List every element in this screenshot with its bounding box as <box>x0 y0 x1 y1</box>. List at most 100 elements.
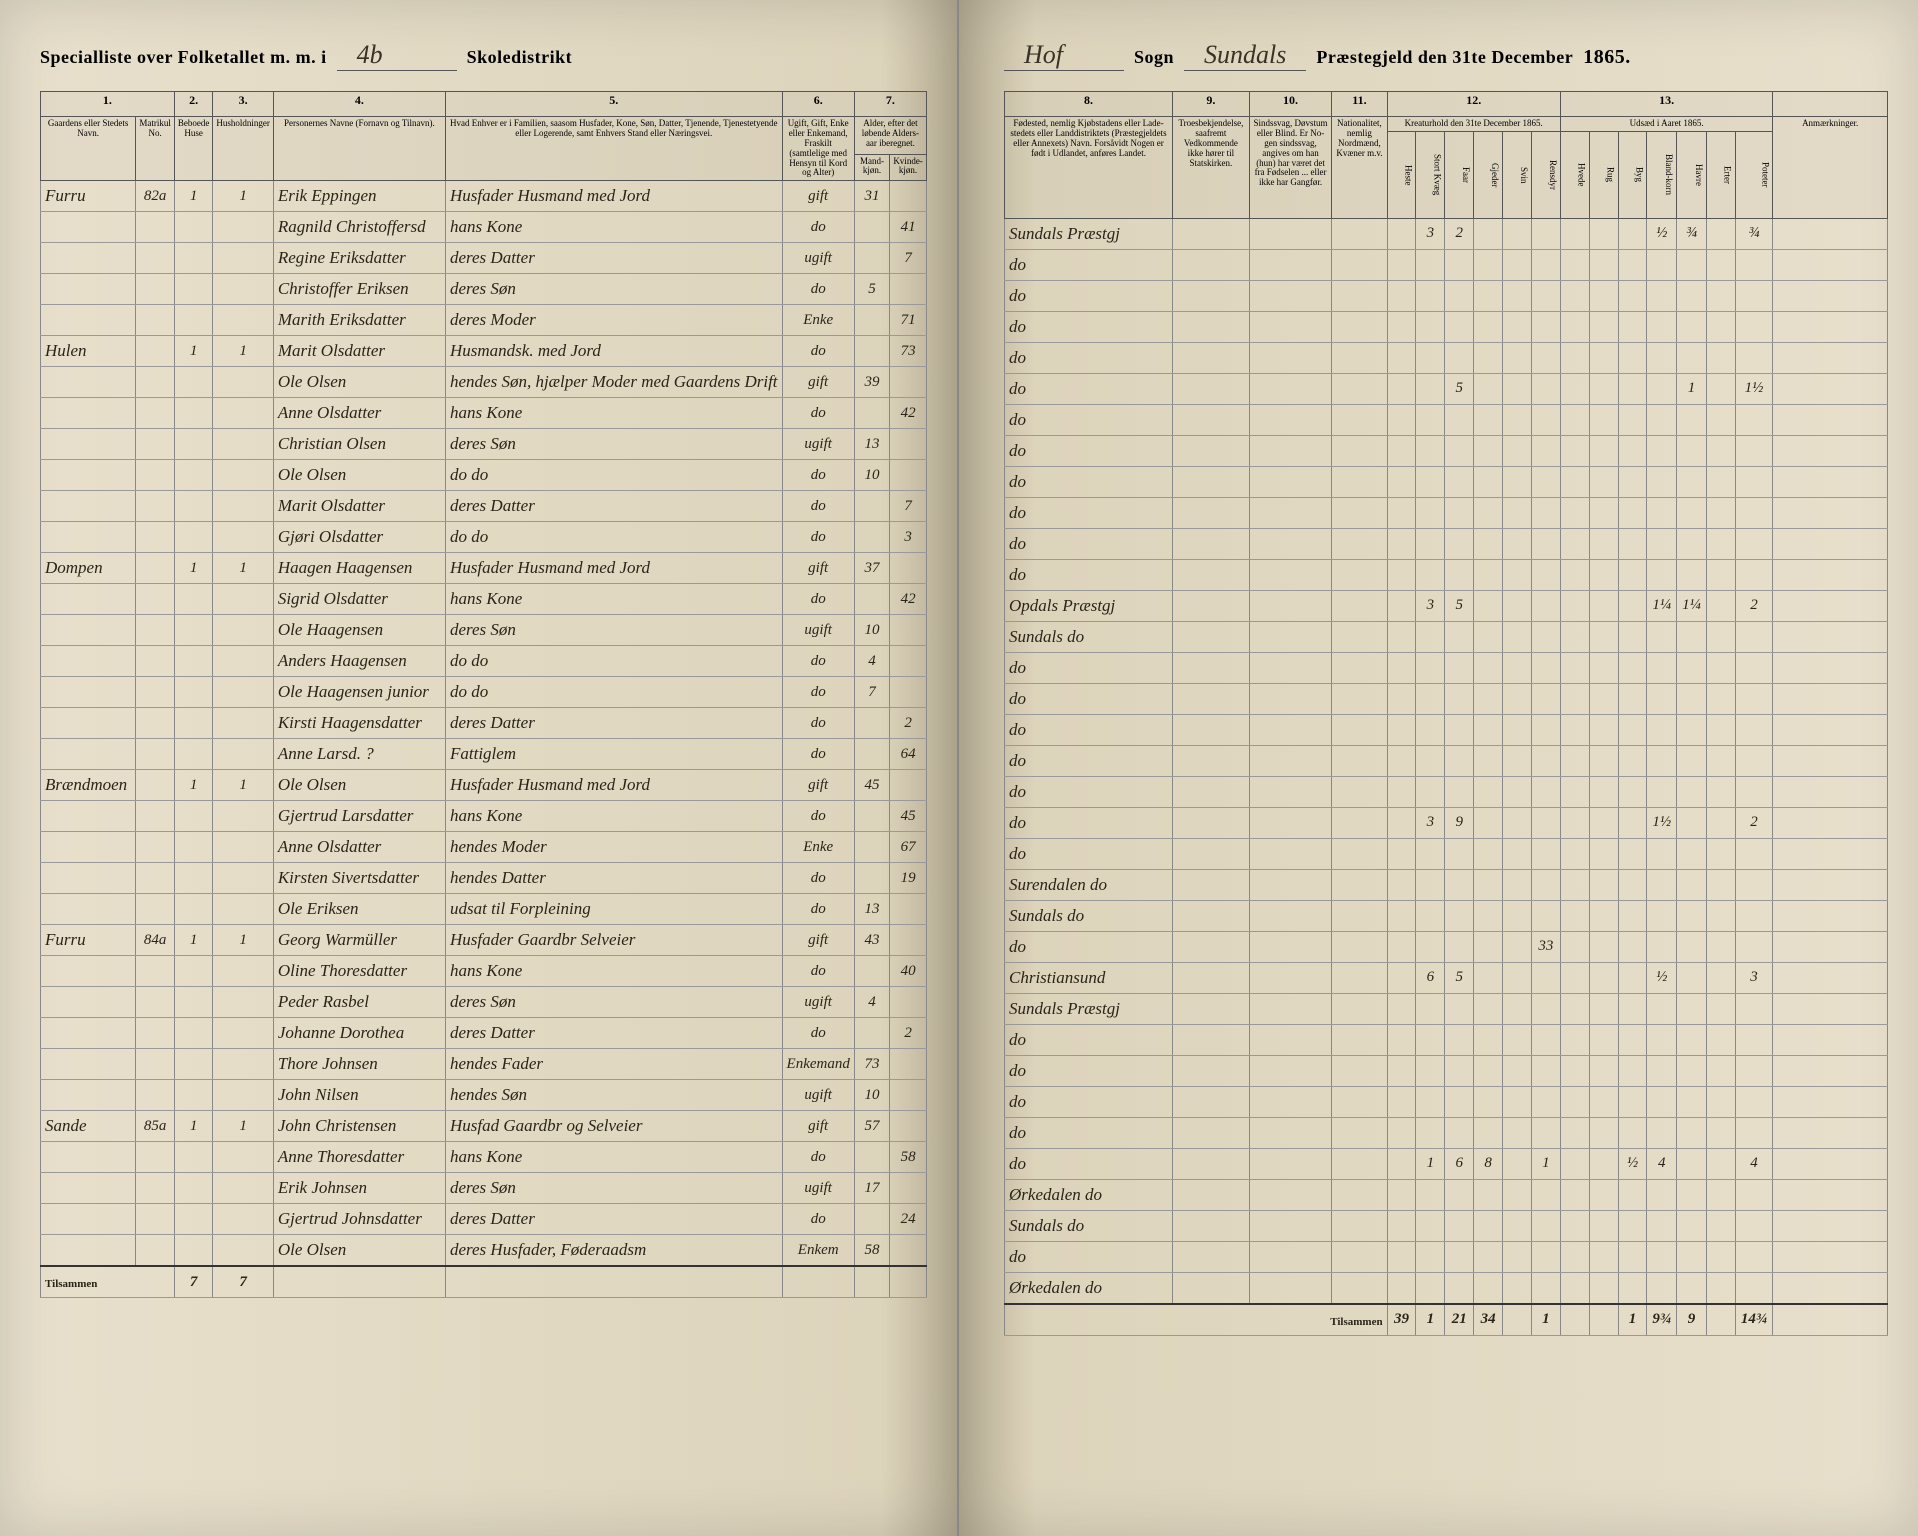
h-relation: Hvad Enhver er i Familien, saasom Husfad… <box>445 117 782 181</box>
cell-seed <box>1735 497 1773 528</box>
table-row: Furru84a11Georg WarmüllerHusfader Gaardb… <box>41 925 927 956</box>
cell-livestock <box>1387 218 1416 249</box>
cell-marital: gift <box>782 367 854 398</box>
cell-disability <box>1249 807 1331 838</box>
cell-livestock <box>1416 528 1445 559</box>
cell-seed <box>1647 931 1677 962</box>
colnum-11: 11. <box>1332 92 1387 117</box>
table-row: Gjertrud Johnsdatterderes Datterdo24 <box>41 1204 927 1235</box>
cell-seed <box>1706 466 1735 497</box>
cell-livestock <box>1531 683 1560 714</box>
cell-seed <box>1560 1179 1589 1210</box>
cell-livestock <box>1474 745 1503 776</box>
cell-age-f <box>890 925 927 956</box>
cell-marital: gift <box>782 770 854 801</box>
cell-marital: ugift <box>782 243 854 274</box>
cell-seed <box>1589 838 1618 869</box>
cell-livestock <box>1474 528 1503 559</box>
cell-livestock <box>1387 807 1416 838</box>
cell-livestock <box>1503 559 1532 590</box>
cell-seed <box>1677 1241 1707 1272</box>
cell-seed <box>1647 1055 1677 1086</box>
cell-livestock <box>1474 931 1503 962</box>
cell-livestock <box>1474 1241 1503 1272</box>
h-disability: Sindssvag, Døvstum eller Blind. Er No-ge… <box>1249 117 1331 219</box>
cell-seed: 1 <box>1677 373 1707 404</box>
cell-mat <box>136 708 175 739</box>
cell-age-f: 58 <box>890 1142 927 1173</box>
cell-livestock <box>1503 373 1532 404</box>
cell-seed <box>1647 528 1677 559</box>
cell-seed <box>1647 1272 1677 1304</box>
cell-age-m <box>854 491 889 522</box>
cell-seed <box>1706 559 1735 590</box>
cell-name: Gjøri Olsdatter <box>273 522 445 553</box>
cell-religion <box>1172 683 1249 714</box>
cell-seed <box>1618 993 1647 1024</box>
cell-houses <box>174 677 213 708</box>
cell-nationality <box>1332 1210 1387 1241</box>
cell-seed <box>1735 776 1773 807</box>
cell-mat <box>136 584 175 615</box>
table-row: Sundals do <box>1005 1210 1888 1241</box>
table-row: do <box>1005 404 1888 435</box>
cell-disability <box>1249 1241 1331 1272</box>
table-row: do <box>1005 714 1888 745</box>
cell-livestock: 1 <box>1416 1148 1445 1179</box>
cell-seed <box>1560 1024 1589 1055</box>
cell-farm: Furru <box>41 925 136 956</box>
cell-livestock <box>1445 466 1474 497</box>
cell-seed <box>1735 559 1773 590</box>
cell-seed <box>1589 1272 1618 1304</box>
cell-livestock <box>1531 373 1560 404</box>
cell-nationality <box>1332 1179 1387 1210</box>
cell-religion <box>1172 466 1249 497</box>
cell-seed <box>1647 1210 1677 1241</box>
cell-remarks <box>1773 1241 1888 1272</box>
cell-seed <box>1647 1024 1677 1055</box>
cell-houses <box>174 584 213 615</box>
cell-seed <box>1560 1272 1589 1304</box>
cell-relation: deres Datter <box>445 491 782 522</box>
cell-seed <box>1647 280 1677 311</box>
cell-livestock <box>1445 559 1474 590</box>
cell-livestock <box>1387 249 1416 280</box>
cell-seed <box>1677 745 1707 776</box>
cell-birthplace: do <box>1005 249 1173 280</box>
cell-seed <box>1647 466 1677 497</box>
cell-livestock <box>1416 435 1445 466</box>
cell-seed <box>1618 404 1647 435</box>
cell-livestock <box>1445 900 1474 931</box>
cell-birthplace: do <box>1005 1024 1173 1055</box>
cell-livestock <box>1416 621 1445 652</box>
cell-relation: hans Kone <box>445 1142 782 1173</box>
cell-seed <box>1589 342 1618 373</box>
cell-livestock <box>1531 218 1560 249</box>
cell-remarks <box>1773 590 1888 621</box>
cell-seed <box>1706 373 1735 404</box>
cell-hh <box>213 801 274 832</box>
t-c12-4 <box>1503 1304 1532 1336</box>
cell-seed <box>1647 1117 1677 1148</box>
h-livestock-sub: Rensdyr <box>1531 131 1560 218</box>
cell-seed <box>1589 714 1618 745</box>
cell-seed <box>1735 1086 1773 1117</box>
cell-age-f <box>890 770 927 801</box>
cell-nationality <box>1332 869 1387 900</box>
cell-hh <box>213 460 274 491</box>
cell-seed <box>1560 466 1589 497</box>
cell-livestock <box>1387 466 1416 497</box>
cell-livestock <box>1416 373 1445 404</box>
cell-livestock <box>1531 528 1560 559</box>
cell-religion <box>1172 869 1249 900</box>
cell-age-f <box>890 1049 927 1080</box>
cell-hh: 1 <box>213 770 274 801</box>
cell-seed <box>1589 497 1618 528</box>
cell-livestock <box>1503 1148 1532 1179</box>
cell-seed <box>1647 683 1677 714</box>
cell-livestock <box>1445 1055 1474 1086</box>
cell-relation: deres Søn <box>445 1173 782 1204</box>
cell-seed <box>1560 249 1589 280</box>
cell-birthplace: do <box>1005 311 1173 342</box>
cell-houses <box>174 894 213 925</box>
